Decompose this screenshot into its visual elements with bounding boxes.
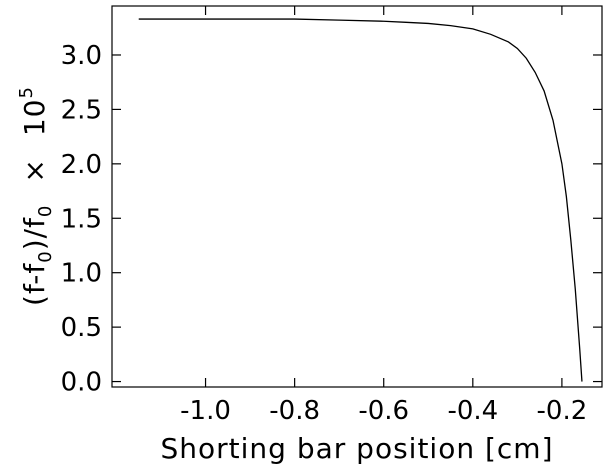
y-label-mid: )/f — [18, 217, 51, 250]
y-label-times: × — [18, 158, 51, 182]
y-axis-label: (f-f0)/f0×105 — [16, 86, 56, 306]
y-tick-label-5: 2.5 — [61, 95, 102, 125]
y-label-exp: 5 — [16, 86, 37, 98]
x-tick-label-0: -1.0 — [180, 396, 231, 426]
y-label-prefix: (f-f — [18, 263, 51, 306]
series-line-0 — [138, 18, 583, 382]
y-tick-label-4: 2.0 — [61, 150, 102, 180]
y-tick-label-0: 0.0 — [61, 368, 102, 398]
y-tick-label-3: 1.5 — [61, 204, 102, 234]
x-axis-label: Shorting bar position [cm] — [160, 432, 553, 465]
y-label-sub1: 0 — [35, 250, 56, 262]
x-tick-label-3: -0.4 — [447, 396, 498, 426]
tick-labels: -1.0 -0.8 -0.6 -0.4 -0.2 0.0 0.5 1.0 1.5 2.0 2.5 3.… — [61, 41, 588, 426]
plot-frame — [111, 5, 603, 388]
series — [138, 18, 583, 382]
x-tick-label-4: -0.2 — [537, 396, 588, 426]
y-tick-label-6: 3.0 — [61, 41, 102, 71]
y-tick-label-1: 0.5 — [61, 313, 102, 343]
x-tick-label-2: -0.6 — [358, 396, 409, 426]
y-tick-label-2: 1.0 — [61, 259, 102, 289]
x-tick-label-1: -0.8 — [269, 396, 320, 426]
y-label-sub2: 0 — [35, 205, 56, 217]
ticks — [112, 6, 602, 387]
y-label-base: 10 — [18, 99, 51, 137]
